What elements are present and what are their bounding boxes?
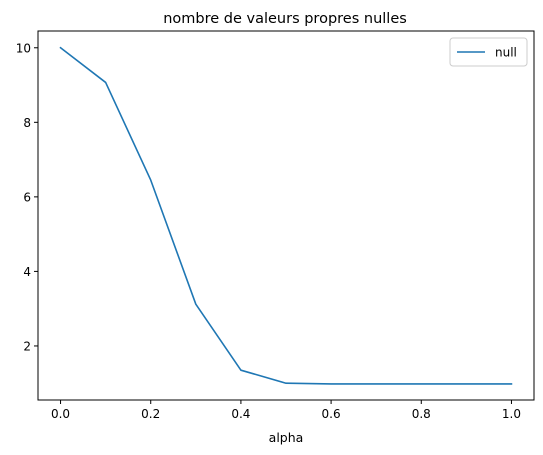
y-tick-label: 4: [23, 265, 31, 279]
x-tick-label: 0.0: [51, 407, 70, 421]
chart-title: nombre de valeurs propres nulles: [163, 11, 407, 27]
x-tick-label: 0.2: [141, 407, 160, 421]
x-tick-label: 0.4: [231, 407, 250, 421]
legend: null: [450, 38, 527, 66]
y-tick-label: 6: [23, 190, 31, 204]
y-tick-label: 10: [16, 41, 31, 55]
x-axis-label: alpha: [269, 430, 304, 445]
y-tick-label: 2: [23, 339, 31, 353]
x-tick-label: 0.6: [322, 407, 341, 421]
x-tick-label: 1.0: [502, 407, 521, 421]
legend-label-null: null: [495, 46, 517, 60]
x-tick-label: 0.8: [412, 407, 431, 421]
y-tick-label: 8: [23, 116, 31, 130]
